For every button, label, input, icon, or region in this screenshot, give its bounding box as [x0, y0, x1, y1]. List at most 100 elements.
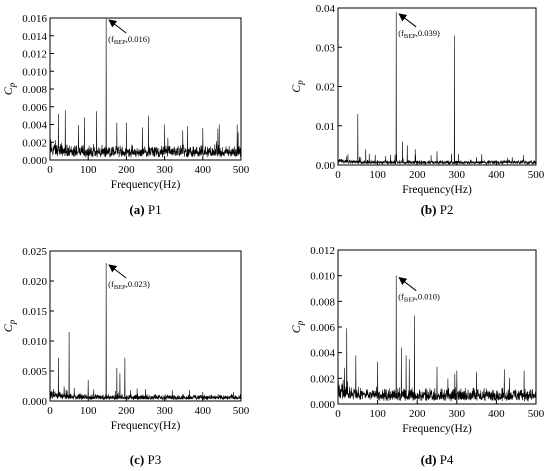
- x-tick-label: 100: [80, 164, 97, 176]
- panel-caption: (b) P2: [421, 202, 454, 217]
- y-axis-label-sub: p: [295, 320, 305, 326]
- x-tick-label: 200: [118, 164, 135, 176]
- caption-text: P3: [144, 452, 161, 467]
- y-tick-label: 0.000: [22, 155, 47, 167]
- spectrum-line: [49, 17, 242, 158]
- panel-d: 0 100 200 300 400 500 0.000 0.002 0.004 0.006 0.00…: [289, 245, 545, 467]
- y-tick-label: 0.04: [316, 3, 336, 15]
- x-tick-label: 500: [528, 169, 545, 181]
- y-axis-label: Cp: [289, 80, 305, 93]
- annotation-suffix: ,0.023): [126, 279, 150, 289]
- x-tick-label: 500: [528, 408, 545, 420]
- annotation-suffix: ,0.039): [416, 28, 440, 38]
- y-axis-label: Cp: [1, 82, 17, 95]
- panel-b: 0 100 200 300 400 500 0.00 0.01 0.02 0.03 0.04 Freq…: [289, 3, 545, 217]
- y-axis-label-main: C: [1, 86, 15, 95]
- caption-letter: (d): [421, 452, 437, 467]
- annotation-sub: BEP: [114, 284, 126, 291]
- x-tick-label: 400: [195, 405, 212, 417]
- annotation-suffix: ,0.010): [416, 292, 440, 302]
- caption-letter: (a): [129, 202, 144, 217]
- x-tick-label: 0: [335, 408, 341, 420]
- caption-letter: (b): [421, 202, 437, 217]
- panel-caption: (c) P3: [130, 452, 161, 467]
- panel-a: 0 100 200 300 400 500 0.000 0.002 0.004 0.006 0.00…: [1, 13, 250, 217]
- annotation-label: (fBEP,0.010): [398, 292, 440, 304]
- caption-text: P2: [436, 202, 453, 217]
- y-tick-label: 0.025: [22, 246, 47, 258]
- y-tick-label: 0.004: [310, 348, 335, 360]
- y-tick-label: 0.00: [316, 160, 336, 172]
- spectrum-line: [337, 11, 537, 166]
- spectrum-line: [49, 262, 242, 401]
- y-axis-label-sub: p: [295, 80, 305, 86]
- x-axis-label: Frequency(Hz): [111, 179, 181, 191]
- y-tick-label: 0.004: [22, 120, 47, 132]
- caption-text: P4: [436, 452, 453, 467]
- y-tick-label: 0.000: [22, 396, 47, 408]
- y-axis-label-sub: p: [7, 82, 17, 88]
- x-tick-label: 100: [369, 408, 386, 420]
- y-tick-label: 0.006: [22, 102, 47, 114]
- x-tick-label: 300: [156, 405, 173, 417]
- x-tick-label: 200: [409, 169, 426, 181]
- y-tick-label: 0.03: [316, 42, 336, 54]
- panel-caption: (a) P1: [129, 202, 161, 217]
- y-axis-label: Cp: [1, 319, 17, 332]
- x-axis-label: Frequency(Hz): [402, 423, 472, 435]
- annotation-arrow: [398, 13, 417, 28]
- annotation-sub: BEP: [404, 33, 416, 40]
- x-tick-label: 300: [156, 164, 173, 176]
- caption-letter: (c): [130, 452, 144, 467]
- y-tick-label: 0.020: [22, 276, 47, 288]
- x-tick-label: 400: [195, 164, 212, 176]
- y-tick-label: 0.02: [316, 82, 335, 94]
- plot-frame: [49, 250, 242, 402]
- y-tick-label: 0.01: [316, 121, 335, 133]
- y-tick-label: 0.010: [22, 336, 47, 348]
- x-tick-label: 500: [233, 164, 250, 176]
- y-tick-label: 0.015: [22, 306, 47, 318]
- annotation-arrow: [398, 277, 417, 292]
- x-tick-label: 300: [449, 169, 466, 181]
- annotation-sub: BEP: [114, 39, 126, 46]
- y-axis-label-sub: p: [7, 319, 17, 325]
- y-tick-label: 0.002: [310, 373, 335, 385]
- y-tick-label: 0.008: [310, 296, 335, 308]
- annotation-label: (fBEP,0.039): [398, 28, 440, 40]
- x-tick-label: 400: [488, 169, 505, 181]
- x-tick-label: 0: [47, 164, 53, 176]
- y-tick-label: 0.002: [22, 137, 47, 149]
- x-tick-label: 400: [488, 408, 505, 420]
- x-tick-label: 0: [47, 405, 53, 417]
- y-tick-label: 0.000: [310, 399, 335, 411]
- panel-caption: (d) P4: [421, 452, 454, 467]
- y-tick-label: 0.016: [22, 13, 47, 25]
- y-axis-label-main: C: [1, 323, 15, 332]
- y-axis-label-main: C: [289, 84, 303, 93]
- annotation-arrow: [108, 264, 127, 279]
- annotation-arrow: [108, 19, 127, 34]
- x-tick-label: 200: [118, 405, 135, 417]
- annotation-prefix: (f: [398, 292, 404, 302]
- annotation-sub: BEP: [404, 297, 416, 304]
- annotation-prefix: (f: [398, 28, 404, 38]
- y-tick-label: 0.005: [22, 366, 47, 378]
- x-tick-label: 100: [369, 169, 386, 181]
- y-tick-label: 0.012: [22, 49, 47, 61]
- x-tick-label: 100: [80, 405, 97, 417]
- caption-text: P1: [145, 202, 162, 217]
- x-tick-label: 0: [335, 169, 341, 181]
- annotation-suffix: ,0.016): [126, 34, 150, 44]
- annotation-prefix: (f: [108, 34, 114, 44]
- spectrum-line: [337, 275, 537, 402]
- y-tick-label: 0.014: [22, 31, 47, 43]
- y-tick-label: 0.010: [22, 66, 47, 78]
- x-tick-label: 300: [449, 408, 466, 420]
- x-tick-label: 500: [233, 405, 250, 417]
- y-tick-label: 0.008: [22, 84, 47, 96]
- y-tick-label: 0.012: [310, 245, 335, 257]
- panel-c: 0 100 200 300 400 500 0.000 0.005 0.010 0.015 0.02…: [1, 246, 250, 467]
- annotation-label: (fBEP,0.023): [108, 279, 150, 291]
